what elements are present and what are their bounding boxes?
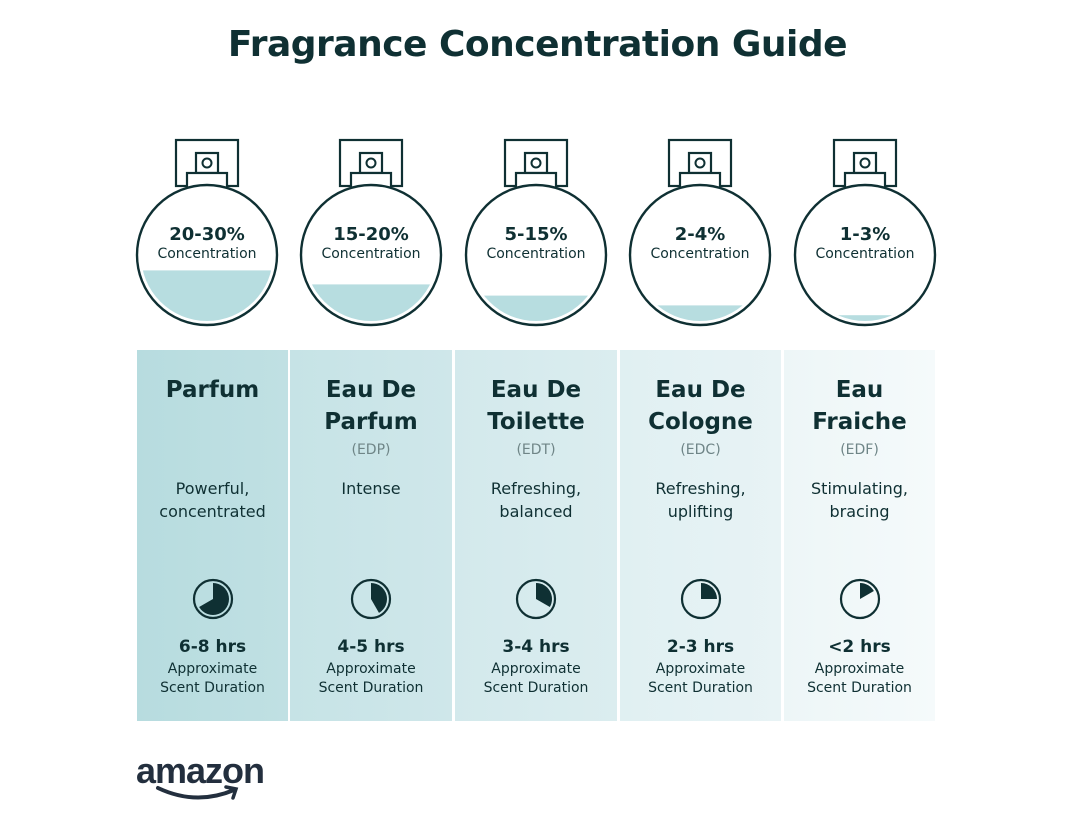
fragrance-name-line: Fraiche bbox=[812, 409, 907, 435]
clock-duration-wedge bbox=[198, 583, 229, 615]
duration-label-line: Scent Duration bbox=[160, 680, 265, 696]
fragrance-description: Refreshing, balanced bbox=[455, 477, 617, 523]
description-line: uplifting bbox=[667, 502, 734, 521]
clock-duration-wedge bbox=[859, 583, 874, 599]
fragrance-column: Eau De Parfum (EDP) Intense 4-5 hrs Appro… bbox=[290, 350, 452, 721]
duration-label: Approximate Scent Duration bbox=[455, 660, 617, 698]
fragrance-column: Parfum Powerful, concentrated 6-8 hrs App… bbox=[137, 350, 288, 721]
perfume-bottle: 15-20% Concentration bbox=[296, 136, 446, 332]
concentration-label: Concentration bbox=[157, 246, 257, 262]
fragrance-name-line: Eau De bbox=[325, 377, 417, 403]
description-line: Refreshing, bbox=[655, 479, 746, 498]
amazon-logo: amazon bbox=[136, 750, 281, 809]
liquid-fill bbox=[634, 305, 766, 321]
fragrance-name: Eau Fraiche bbox=[784, 374, 935, 438]
fragrance-abbreviation: (EDP) bbox=[351, 442, 391, 458]
duration-label: Approximate Scent Duration bbox=[784, 660, 935, 698]
description-line: Powerful, bbox=[175, 479, 250, 498]
duration-value: 4-5 hrs bbox=[337, 637, 405, 657]
fragrance-name-line: Parfum bbox=[165, 377, 260, 403]
bottle-icon bbox=[299, 138, 443, 327]
bottle-icon bbox=[628, 138, 772, 327]
fragrance-name-line: Eau De bbox=[490, 377, 582, 403]
duration-label-line: Scent Duration bbox=[483, 680, 589, 696]
description-line: balanced bbox=[499, 502, 573, 521]
page-title: Fragrance Concentration Guide bbox=[227, 24, 848, 65]
duration-label-line: Scent Duration bbox=[807, 680, 912, 696]
clock-duration-wedge bbox=[700, 583, 717, 599]
description-line: Stimulating, bbox=[811, 479, 908, 498]
duration-label: Approximate Scent Duration bbox=[290, 660, 452, 698]
duration-label-line: Approximate bbox=[814, 661, 905, 677]
perfume-bottle: 1-3% Concentration bbox=[790, 136, 940, 332]
duration-value: 3-4 hrs bbox=[502, 637, 570, 657]
concentration-label: Concentration bbox=[321, 246, 421, 262]
concentration-value: 20-30% bbox=[169, 224, 245, 245]
description-line: concentrated bbox=[159, 502, 266, 521]
amazon-logo-mark: amazon bbox=[136, 750, 265, 800]
duration-label: Approximate Scent Duration bbox=[620, 660, 781, 698]
fragrance-abbreviation: (EDF) bbox=[840, 442, 879, 458]
fragrance-name: Eau De Cologne bbox=[620, 374, 781, 438]
fragrance-name-line: Eau De bbox=[655, 377, 746, 403]
duration-label: Approximate Scent Duration bbox=[137, 660, 288, 698]
clock-icon bbox=[680, 578, 721, 620]
duration-label-line: Approximate bbox=[655, 661, 746, 677]
fragrance-name: Eau De Toilette bbox=[455, 374, 617, 438]
fragrance-column: Eau De Toilette (EDT) Refreshing, balanced… bbox=[455, 350, 617, 721]
duration-label-line: Approximate bbox=[167, 661, 258, 677]
perfume-bottle: 20-30% Concentration bbox=[132, 136, 282, 332]
bottle-icon bbox=[135, 138, 279, 327]
fragrance-column: Eau De Cologne (EDC) Refreshing, uplifting… bbox=[620, 350, 781, 721]
concentration-value: 5-15% bbox=[504, 224, 568, 245]
concentration-value: 1-3% bbox=[839, 224, 891, 245]
amazon-logo-text: amazon bbox=[136, 750, 264, 791]
clock-icon bbox=[839, 578, 880, 620]
fragrance-description: Refreshing, uplifting bbox=[620, 477, 781, 523]
clock-icon bbox=[350, 578, 392, 620]
clock-duration-wedge bbox=[371, 583, 387, 613]
duration-label-line: Approximate bbox=[491, 661, 581, 677]
concentration-value: 2-4% bbox=[674, 224, 726, 245]
concentration-label: Concentration bbox=[650, 246, 750, 262]
description-line: Intense bbox=[341, 479, 401, 498]
bottle-icon bbox=[793, 138, 937, 327]
fragrance-column: Eau Fraiche (EDF) Stimulating, bracing <2 … bbox=[784, 350, 935, 721]
fragrance-description: Powerful, concentrated bbox=[137, 477, 288, 523]
duration-value: 2-3 hrs bbox=[666, 637, 735, 657]
fragrance-name: Eau De Parfum bbox=[290, 374, 452, 438]
duration-value: 6-8 hrs bbox=[178, 637, 247, 657]
fragrance-abbreviation: (EDC) bbox=[680, 442, 721, 458]
description-line: bracing bbox=[829, 502, 890, 521]
duration-label-line: Scent Duration bbox=[648, 680, 753, 696]
fragrance-name: Parfum bbox=[137, 374, 288, 406]
clock-icon bbox=[515, 578, 557, 620]
concentration-label: Concentration bbox=[486, 246, 586, 262]
duration-value: <2 hrs bbox=[828, 637, 891, 657]
concentration-value: 15-20% bbox=[333, 224, 409, 245]
fragrance-name-line: Eau bbox=[835, 377, 884, 403]
clock-icon bbox=[192, 578, 233, 620]
fragrance-description: Stimulating, bracing bbox=[784, 477, 935, 523]
fragrance-name-line: Cologne bbox=[648, 409, 753, 435]
perfume-bottle: 2-4% Concentration bbox=[625, 136, 775, 332]
fragrance-description: Intense bbox=[290, 477, 452, 500]
bottle-icon bbox=[464, 138, 608, 327]
description-line: Refreshing, bbox=[490, 479, 582, 498]
duration-label-line: Approximate bbox=[326, 661, 416, 677]
concentration-label: Concentration bbox=[815, 246, 915, 262]
liquid-fill bbox=[799, 315, 931, 321]
clock-duration-wedge bbox=[536, 583, 552, 607]
duration-label-line: Scent Duration bbox=[318, 680, 424, 696]
fragrance-name-line: Parfum bbox=[324, 409, 418, 435]
perfume-bottle: 5-15% Concentration bbox=[461, 136, 611, 332]
fragrance-abbreviation: (EDT) bbox=[516, 442, 556, 458]
fragrance-name-line: Toilette bbox=[487, 409, 585, 435]
